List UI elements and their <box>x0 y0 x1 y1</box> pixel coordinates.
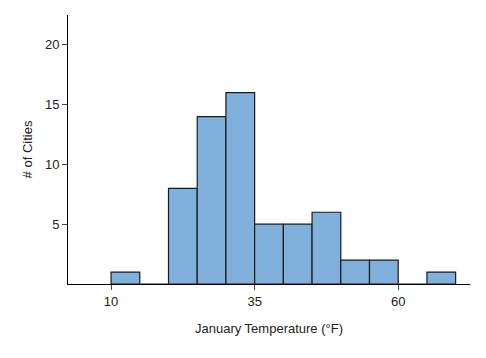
svg-text:# of Cities: # of Cities <box>20 120 35 178</box>
svg-text:20: 20 <box>45 37 59 52</box>
svg-text:60: 60 <box>391 294 405 309</box>
svg-text:10: 10 <box>104 294 118 309</box>
svg-text:January Temperature (°F): January Temperature (°F) <box>195 321 343 336</box>
svg-text:35: 35 <box>247 294 261 309</box>
svg-text:5: 5 <box>52 217 59 232</box>
svg-text:15: 15 <box>45 97 59 112</box>
svg-text:10: 10 <box>45 157 59 172</box>
